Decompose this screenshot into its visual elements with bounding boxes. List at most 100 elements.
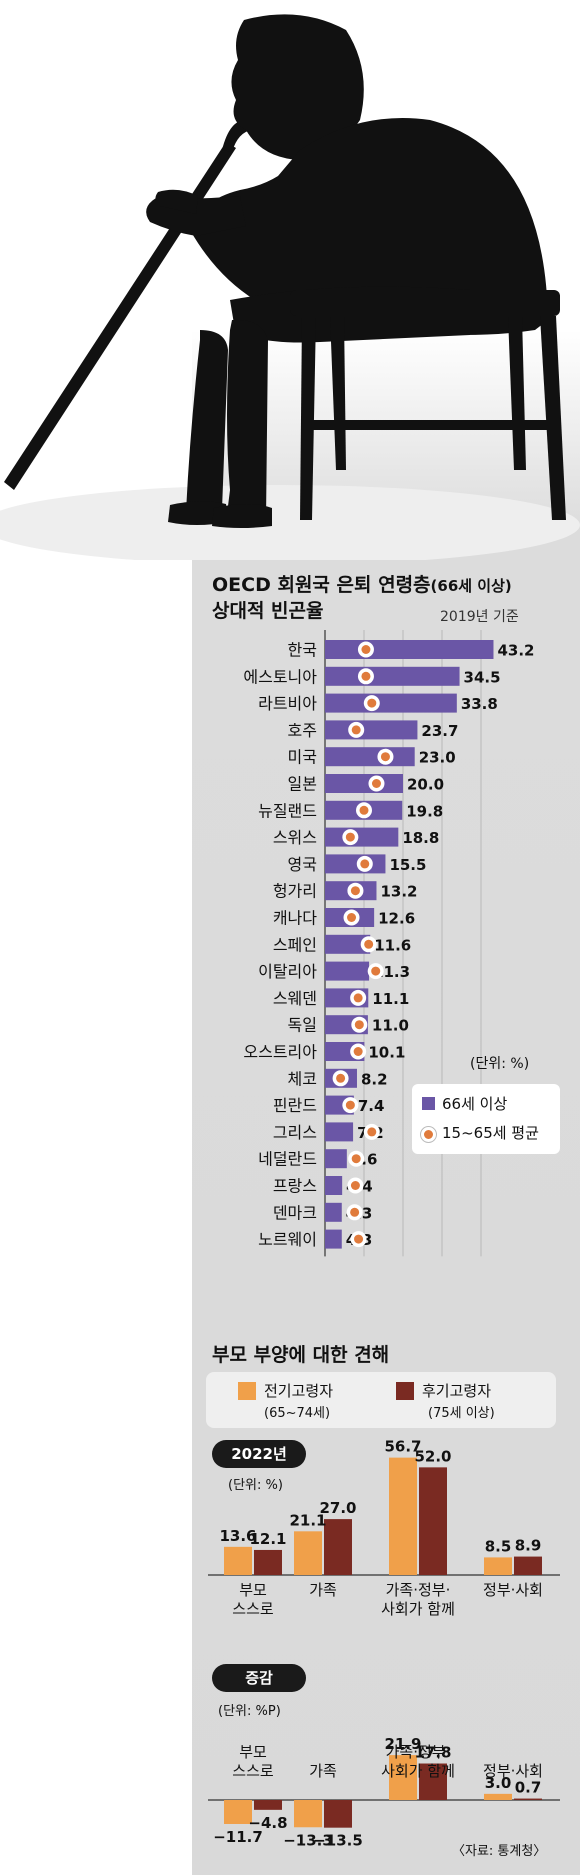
avg-dot	[353, 1047, 363, 1056]
category-label: 그리스	[273, 1123, 317, 1142]
category-label: 사회가 함께	[381, 1762, 455, 1780]
bar-value-label: 10.1	[368, 1044, 405, 1062]
legend-sub-early-elderly: (65~74세)	[264, 1406, 331, 1421]
chart1-year-note: 2019년 기준	[440, 609, 519, 625]
legend-swatch-66plus	[422, 1097, 435, 1110]
category-label: 체코	[288, 1069, 317, 1088]
category-label: 스스로	[232, 1762, 274, 1780]
avg-dot	[380, 752, 390, 762]
avg-dot	[361, 671, 371, 681]
avg-dot	[364, 939, 374, 949]
chart1-legend: 66세 이상 15~65세 평균	[412, 1084, 560, 1154]
avg-dot	[345, 1100, 355, 1110]
avg-dot	[361, 645, 371, 654]
bar-66plus	[325, 774, 403, 793]
category-label: 라트비아	[258, 694, 317, 713]
bar-late-elderly	[419, 1467, 447, 1575]
bar-66plus	[325, 666, 460, 686]
category-label: 부모	[239, 1743, 267, 1761]
avg-dot	[351, 1154, 361, 1164]
poverty-rate-chart: 한국에스토니아라트비아호주미국일본뉴질랜드스위스영국헝가리캐나다스페인이탈리아스…	[243, 630, 534, 1257]
bar-value-label: 43.2	[497, 642, 534, 660]
category-label: 뉴질랜드	[258, 801, 317, 820]
category-label: 호주	[288, 721, 317, 740]
bar-value-label: 11.1	[372, 990, 409, 1008]
bar-value-label: 13.6	[219, 1527, 256, 1545]
bar-66plus	[325, 1176, 343, 1195]
bar-value-label: 15.5	[389, 856, 426, 874]
avg-dot	[371, 966, 381, 976]
bar-early-elderly	[389, 1457, 417, 1575]
bar-66plus	[325, 693, 457, 713]
category-label: 한국	[288, 641, 317, 660]
bar-value-label: 12.1	[249, 1530, 286, 1548]
avg-dot	[351, 725, 361, 735]
bar-early-elderly	[484, 1557, 512, 1575]
category-label: 스페인	[273, 935, 317, 954]
bar-66plus	[325, 1122, 354, 1142]
category-label: 미국	[288, 748, 317, 767]
bar-value-label: −13.5	[313, 1832, 363, 1850]
avg-dot	[371, 779, 381, 788]
bar-66plus	[325, 1149, 347, 1169]
category-label: 핀란드	[273, 1096, 317, 1115]
category-label: 일본	[288, 775, 317, 794]
panel-2022-tag: 2022년	[212, 1440, 306, 1468]
category-label: 사회가 함께	[381, 1600, 455, 1618]
category-label: 가족·정부·	[386, 1743, 451, 1761]
bar-late-elderly	[514, 1556, 542, 1575]
bar-value-label: 8.5	[485, 1537, 512, 1555]
legend-swatch-early-elderly	[238, 1382, 256, 1400]
chart1-title-paren: (66세 이상)	[430, 577, 512, 595]
bar-value-label: 8.2	[361, 1070, 388, 1088]
bar-value-label: 27.0	[319, 1499, 356, 1517]
bar-value-label: −11.7	[213, 1828, 263, 1846]
legend-label-late-elderly: 후기고령자	[422, 1382, 492, 1400]
bar-value-label: 56.7	[384, 1440, 421, 1456]
bar-66plus	[325, 854, 386, 874]
avg-dot	[350, 1181, 360, 1190]
legend-swatch-late-elderly	[396, 1382, 414, 1400]
avg-dot	[359, 805, 369, 815]
bar-value-label: 0.7	[515, 1779, 542, 1797]
bar-value-label: 11.0	[372, 1017, 409, 1035]
bar-value-label: 52.0	[414, 1447, 451, 1465]
category-label: 덴마크	[273, 1203, 317, 1222]
category-label: 스스로	[232, 1600, 274, 1618]
bar-value-label: 34.5	[464, 668, 501, 686]
bar-value-label: 13.2	[380, 883, 417, 901]
category-label: 스웨덴	[273, 989, 317, 1008]
bar-66plus	[325, 961, 370, 981]
bar-value-label: 7.4	[358, 1097, 385, 1115]
legend-dot-15-65	[421, 1127, 436, 1142]
bar-value-label: 33.8	[461, 695, 498, 713]
chart2-legend: 전기고령자 (65~74세) 후기고령자 (75세 이상)	[206, 1372, 556, 1428]
bar-66plus	[325, 827, 399, 847]
bar-value-label: 3.0	[485, 1774, 512, 1792]
bar-late-elderly	[514, 1798, 542, 1800]
bar-value-label: 17.8	[414, 1744, 451, 1762]
category-label: 정부·사회	[483, 1762, 543, 1780]
avg-dot	[347, 913, 357, 922]
bar-value-label: 18.8	[402, 829, 439, 847]
bar-value-label: 20.0	[407, 776, 444, 794]
avg-dot	[360, 859, 370, 869]
bar-66plus	[325, 720, 418, 740]
bar-value-label: 23.0	[419, 749, 456, 767]
legend-label-early-elderly: 전기고령자	[264, 1382, 334, 1400]
chart1-title: OECD 회원국 은퇴 연령층(66세 이상)	[212, 570, 512, 597]
bar-value-label: −4.8	[248, 1814, 287, 1832]
avg-dot	[354, 1234, 364, 1244]
bar-66plus	[325, 640, 494, 659]
category-label: 이탈리아	[258, 962, 317, 981]
bar-value-label: 21.9	[384, 1735, 421, 1753]
bar-early-elderly	[224, 1800, 252, 1824]
category-label: 에스토니아	[243, 667, 317, 686]
bar-66plus	[325, 934, 371, 954]
bar-late-elderly	[324, 1519, 352, 1575]
avg-dot	[336, 1073, 346, 1083]
avg-dot	[354, 1020, 364, 1030]
category-label: 네덜란드	[258, 1150, 317, 1169]
bar-value-label: 8.9	[515, 1537, 542, 1555]
